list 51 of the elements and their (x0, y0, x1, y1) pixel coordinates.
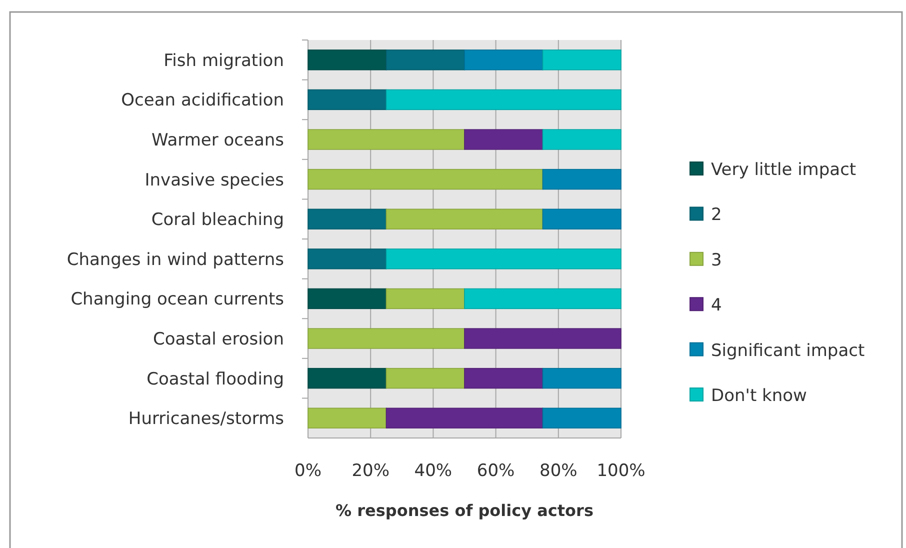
y-tick-label: Ocean acidification (121, 90, 284, 111)
bar (386, 50, 465, 70)
bar (386, 368, 465, 389)
legend-label: Significant impact (711, 340, 865, 361)
y-tick-label: Invasive species (144, 170, 284, 190)
y-tick-label: Coastal flooding (146, 369, 284, 390)
bar (308, 129, 465, 150)
bar (308, 89, 387, 110)
x-tick-label: 0% (294, 461, 322, 481)
legend-label: 2 (711, 205, 722, 226)
legend-label: Very little impact (711, 160, 856, 180)
x-tick-label: 20% (352, 461, 390, 481)
y-tick-label: Changing ocean currents (70, 290, 284, 310)
legend-label: 3 (711, 250, 722, 270)
bar (308, 288, 387, 310)
bar (386, 408, 544, 428)
x-tick-label: 100% (596, 461, 646, 481)
bar (464, 328, 622, 349)
legend-label: Don't know (711, 386, 808, 406)
bar (386, 288, 465, 310)
y-tick-label: Coastal erosion (153, 329, 284, 350)
bar (464, 288, 622, 310)
bar (386, 208, 544, 230)
bar (308, 50, 387, 70)
y-tick-label: Fish migration (164, 50, 284, 71)
bar (542, 408, 622, 428)
bar (308, 168, 544, 190)
bar (542, 208, 622, 230)
bar (464, 368, 544, 389)
y-tick-label: Changes in wind patterns (66, 250, 284, 270)
x-tick-label: 40% (414, 461, 452, 481)
bar (308, 248, 387, 270)
y-tick-label: Warmer oceans (152, 130, 284, 150)
bar (308, 408, 387, 428)
bar (308, 328, 465, 349)
bar (308, 368, 387, 389)
bar (464, 129, 544, 150)
y-tick-label: Coral bleaching (151, 210, 284, 230)
bar (464, 50, 544, 70)
bar (386, 248, 622, 270)
bar (542, 129, 622, 150)
x-tick-label: 80% (540, 461, 578, 481)
x-tick-label: 60% (476, 461, 515, 481)
bar (542, 368, 622, 389)
y-tick-label: Hurricanes/storms (128, 409, 284, 430)
bar (542, 50, 622, 70)
legend-label: 4 (711, 296, 722, 316)
bar (542, 168, 622, 190)
x-axis-title: % responses of policy actors (336, 501, 594, 520)
bar (386, 89, 622, 110)
bar (308, 208, 387, 230)
